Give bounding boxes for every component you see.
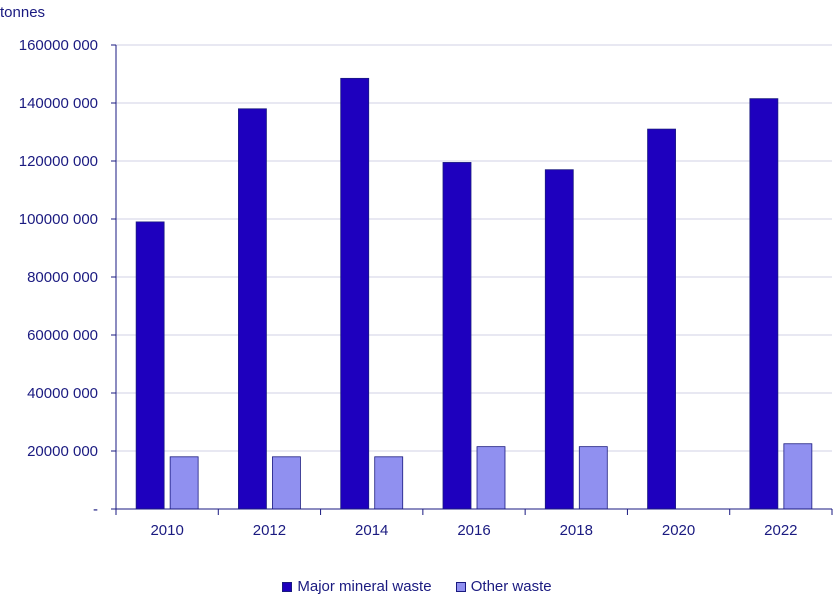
y-unit-label: tonnes bbox=[0, 4, 45, 21]
x-tick-label: 2014 bbox=[355, 522, 388, 539]
bar-major-mineral-waste-2016 bbox=[442, 162, 472, 510]
x-tick-label: 2010 bbox=[150, 522, 183, 539]
legend-swatch-major-mineral-waste bbox=[282, 581, 293, 592]
y-tick-label: 80000 000 bbox=[27, 269, 98, 286]
y-tick-label: 100000 000 bbox=[19, 211, 98, 228]
x-tick-label: 2016 bbox=[457, 522, 490, 539]
legend-item-major-mineral-waste: Major mineral waste bbox=[282, 578, 432, 595]
legend-label: Other waste bbox=[470, 578, 552, 595]
y-tick-label: 60000 000 bbox=[27, 327, 98, 344]
y-tick-label: 140000 000 bbox=[19, 95, 98, 112]
bar-other-waste-2014 bbox=[374, 456, 404, 510]
x-tick-labels: 2010 2012 2014 2016 2018 2020 2022 bbox=[150, 522, 797, 539]
legend-label: Major mineral waste bbox=[297, 578, 432, 595]
bar-other-waste-2012 bbox=[272, 456, 301, 510]
axes bbox=[111, 44, 833, 515]
bars bbox=[135, 77, 813, 510]
x-tick-label: 2022 bbox=[764, 522, 797, 539]
x-tick-label: 2012 bbox=[253, 522, 286, 539]
bar-other-waste-2016 bbox=[476, 446, 506, 510]
legend-item-other-waste: Other waste bbox=[455, 578, 552, 595]
x-tick-label: 2020 bbox=[662, 522, 695, 539]
y-tick-label: 120000 000 bbox=[19, 153, 98, 170]
bar-major-mineral-waste-2022 bbox=[749, 98, 779, 510]
legend: Major mineral waste Other waste bbox=[0, 578, 834, 596]
bar-major-mineral-waste-2012 bbox=[238, 108, 267, 510]
bar-major-mineral-waste-2010 bbox=[135, 221, 165, 510]
y-tick-label: 160000 000 bbox=[19, 37, 98, 54]
bar-major-mineral-waste-2020 bbox=[647, 128, 676, 510]
bar-other-waste-2022 bbox=[783, 443, 813, 510]
y-tick-label: 20000 000 bbox=[27, 443, 98, 460]
bar-other-waste-2018 bbox=[578, 446, 608, 510]
bar-other-waste-2010 bbox=[169, 456, 199, 510]
y-tick-labels: - 20000 000 40000 000 60000 000 80000 000 100… bbox=[19, 37, 98, 518]
bar-major-mineral-waste-2018 bbox=[544, 169, 574, 510]
gridlines bbox=[116, 44, 832, 452]
legend-swatch-other-waste bbox=[455, 581, 466, 592]
y-tick-label: 40000 000 bbox=[27, 385, 98, 402]
x-tick-label: 2018 bbox=[560, 522, 593, 539]
y-tick-label: - bbox=[93, 501, 98, 518]
bar-major-mineral-waste-2014 bbox=[340, 77, 370, 510]
